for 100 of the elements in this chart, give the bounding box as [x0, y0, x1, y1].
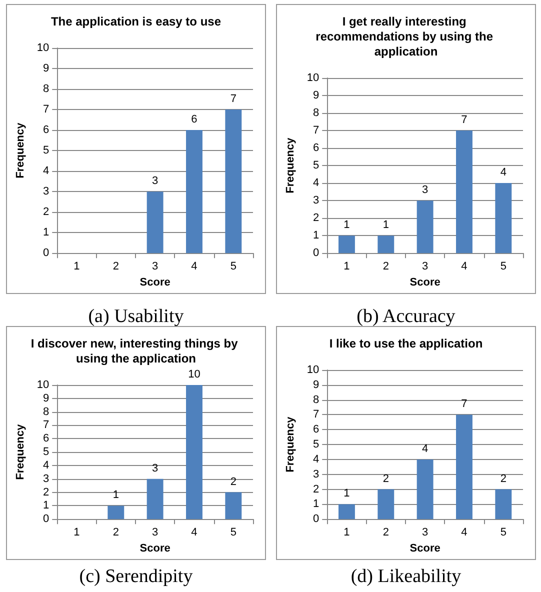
y-tick-label: 3 [43, 472, 50, 485]
y-tick-label: 10 [306, 72, 320, 84]
bar [225, 492, 242, 520]
data-label: 2 [230, 476, 236, 488]
y-tick-label: 1 [313, 498, 320, 510]
y-tick-label: 9 [313, 90, 320, 102]
y-tick-label: 6 [43, 432, 50, 445]
y-tick-label: 2 [313, 483, 320, 496]
y-tick-label: 9 [313, 378, 320, 391]
y-tick-label: 9 [43, 392, 50, 404]
data-label: 7 [461, 398, 468, 410]
bar [186, 130, 202, 254]
data-label: 3 [422, 184, 428, 196]
bar [146, 478, 164, 520]
x-tick-label: 4 [191, 260, 198, 273]
y-axis-title: Frequency [14, 122, 26, 178]
x-tick-label: 2 [112, 526, 119, 539]
text: (a) Usability [87, 306, 185, 328]
x-tick-label: 4 [191, 526, 198, 539]
x-tick-label: 5 [500, 260, 506, 273]
x-tick-label: 2 [112, 260, 119, 273]
x-tick-label: 2 [382, 526, 389, 539]
y-tick-label: 10 [36, 42, 50, 54]
x-axis-title: Score [140, 276, 170, 288]
y-tick-label: 5 [43, 446, 50, 458]
y-tick-label: 9 [43, 62, 50, 75]
y-tick-label: 10 [306, 364, 320, 376]
chart-title: I get really interesting recommendations by using the application [316, 14, 496, 58]
x-tick-label: 1 [344, 260, 350, 273]
data-label: 1 [344, 488, 350, 500]
x-tick-label: 3 [422, 526, 428, 539]
y-tick-label: 0 [43, 513, 50, 526]
data-label: 1 [344, 219, 350, 232]
x-axis-title: Score [140, 542, 170, 554]
y-tick-label: 8 [313, 107, 320, 120]
x-axis-title: Score [410, 276, 440, 288]
y-tick-label: 8 [43, 406, 50, 418]
bar [378, 489, 394, 520]
y-tick-label: 7 [313, 124, 320, 137]
y-tick-label: 6 [313, 142, 320, 154]
data-label: 7 [461, 114, 468, 126]
y-tick-label: 0 [43, 247, 50, 260]
y-tick-label: 0 [313, 513, 320, 526]
text: (d) Likeability [350, 566, 462, 588]
bar [416, 459, 434, 520]
y-tick-label: 3 [43, 186, 50, 198]
chart-title: I discover new, interesting things by using the application [30, 336, 242, 366]
text: (b) Accuracy [356, 306, 456, 328]
y-axis-title: Frequency [14, 423, 26, 480]
bar [495, 489, 512, 520]
data-label: 10 [188, 368, 200, 380]
y-tick-label: 8 [313, 394, 320, 406]
data-label: 3 [152, 462, 158, 474]
x-tick-label: 5 [230, 260, 236, 273]
x-tick-label: 4 [461, 260, 468, 273]
x-axis-title: Score [410, 542, 440, 554]
y-tick-label: 3 [313, 194, 320, 207]
chart-title: I like to use the application [329, 336, 483, 350]
bar [338, 236, 355, 254]
y-tick-label: 6 [43, 124, 50, 136]
x-tick-label: 1 [74, 526, 80, 539]
x-tick-label: 3 [422, 260, 428, 273]
data-label: 2 [500, 472, 506, 485]
y-tick-label: 2 [313, 212, 320, 224]
y-tick-label: 2 [43, 206, 50, 218]
bar [416, 200, 434, 254]
y-tick-label: 4 [313, 177, 320, 190]
y-tick-label: 2 [43, 486, 50, 498]
chart-title: The application is easy to use [50, 14, 222, 28]
data-label: 7 [230, 93, 236, 106]
data-label: 6 [191, 114, 198, 126]
y-tick-label: 5 [313, 160, 320, 172]
data-label: 1 [382, 219, 389, 232]
y-tick-label: 7 [43, 104, 50, 116]
y-tick-label: 1 [43, 226, 50, 239]
bar [146, 192, 164, 254]
bar [225, 110, 242, 254]
y-tick-label: 8 [43, 83, 50, 96]
y-tick-label: 4 [43, 459, 50, 472]
bar [338, 504, 355, 520]
y-tick-label: 4 [43, 165, 50, 178]
x-tick-label: 3 [152, 260, 158, 273]
y-tick-label: 0 [313, 247, 320, 260]
x-tick-label: 3 [152, 526, 158, 539]
y-tick-label: 5 [313, 438, 320, 451]
bar [108, 506, 124, 520]
x-tick-label: 1 [344, 526, 350, 539]
x-tick-label: 5 [500, 526, 506, 539]
y-tick-label: 1 [313, 230, 320, 242]
data-label: 4 [500, 166, 506, 179]
y-axis-title: Frequency [284, 136, 296, 194]
bar [186, 385, 202, 520]
bar [456, 130, 472, 254]
data-label: 2 [382, 472, 389, 485]
bar [456, 414, 472, 520]
text: (c) Serendipity [78, 566, 194, 588]
data-label: 1 [112, 489, 119, 502]
bar [495, 183, 512, 254]
y-tick-label: 4 [313, 453, 320, 466]
y-tick-label: 6 [313, 424, 320, 436]
